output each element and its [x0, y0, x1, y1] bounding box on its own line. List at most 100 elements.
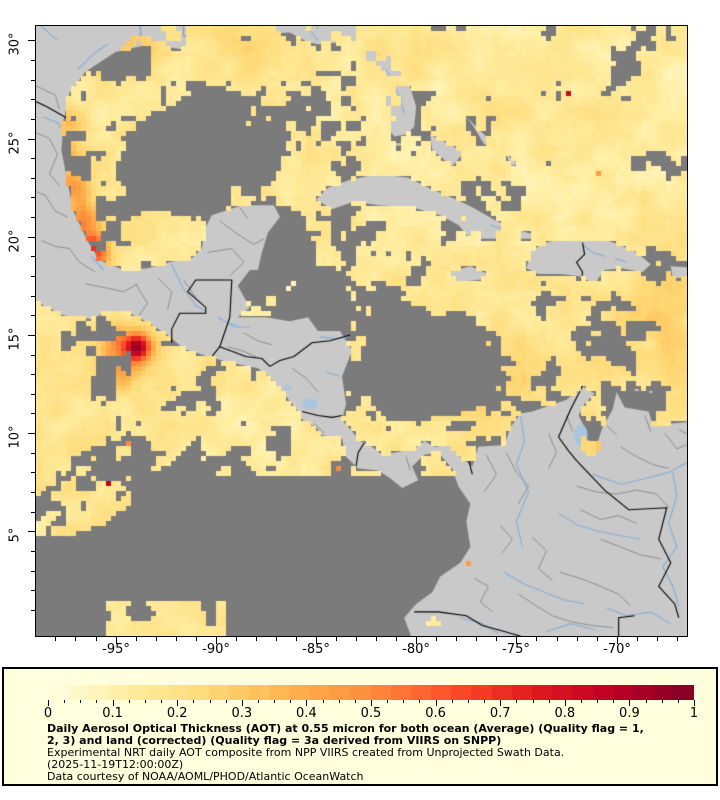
x-axis-minor-tick	[496, 637, 497, 641]
colorbar-minor-tick	[387, 700, 389, 703]
colorbar-minor-tick	[516, 700, 518, 703]
y-axis-minor-tick	[31, 551, 35, 552]
colorbar-minor-tick	[322, 700, 324, 703]
caption-title-line-1: Daily Aerosol Optical Thickness (AOT) at…	[47, 722, 644, 735]
y-axis-minor-tick	[31, 256, 35, 257]
y-axis-minor-tick	[31, 413, 35, 414]
y-axis-minor-tick	[31, 394, 35, 395]
y-axis-tick-label-text: 5°	[7, 527, 23, 543]
x-axis-minor-tick	[536, 637, 537, 641]
x-axis-tick-label: -95°	[102, 642, 130, 657]
x-axis-minor-tick	[296, 637, 297, 641]
y-axis-minor-tick	[31, 590, 35, 591]
x-axis-minor-tick	[196, 637, 197, 641]
x-axis-minor-tick	[657, 637, 658, 641]
x-axis-minor-tick	[55, 637, 56, 641]
y-axis-major-tick	[28, 237, 35, 238]
colorbar-minor-tick	[403, 700, 405, 703]
caption-timestamp: (2025-11-19T12:00:00Z)	[47, 758, 184, 771]
colorbar-tick-label: 0	[43, 706, 53, 721]
colorbar-minor-tick	[661, 700, 663, 703]
colorbar-tick-label: 0.1	[102, 706, 123, 721]
y-axis-tick-label-text: 25°	[7, 131, 23, 155]
colorbar-major-tick	[371, 700, 372, 706]
y-axis-minor-tick	[31, 197, 35, 198]
colorbar-major-tick	[306, 700, 308, 706]
y-axis-minor-tick	[31, 512, 35, 513]
colorbar-tick-label: 0.4	[296, 706, 317, 721]
x-axis-minor-tick	[577, 637, 578, 641]
x-axis-minor-tick	[176, 637, 177, 641]
x-axis-tick-label: -80°	[402, 642, 430, 657]
colorbar-minor-tick	[257, 700, 259, 703]
colorbar-minor-tick	[484, 700, 486, 703]
x-axis-minor-tick	[396, 637, 397, 641]
colorbar-tick-label: 1	[689, 706, 699, 721]
y-axis-minor-tick	[31, 315, 35, 316]
colorbar-major-tick	[629, 700, 631, 706]
colorbar-major-tick	[48, 700, 49, 706]
colorbar-major-tick	[500, 700, 502, 706]
x-axis-major-tick	[617, 637, 618, 644]
map-frame	[35, 25, 688, 637]
colorbar-minor-tick	[451, 700, 453, 703]
y-axis-minor-tick	[31, 276, 35, 277]
colorbar-tick-label: 0.2	[166, 706, 188, 721]
y-axis-minor-tick	[31, 158, 35, 159]
colorbar-major-tick	[564, 700, 566, 706]
colorbar-minor-tick	[209, 700, 211, 703]
x-axis-minor-tick	[436, 637, 437, 641]
y-axis-minor-tick	[31, 80, 35, 81]
y-axis-minor-tick	[31, 492, 35, 493]
colorbar-minor-tick	[467, 700, 469, 703]
caption-subtitle: Experimental NRT daily AOT composite fro…	[47, 746, 565, 759]
colorbar-minor-tick	[677, 700, 679, 703]
x-axis-tick-label: -90°	[202, 642, 230, 657]
colorbar-major-tick	[694, 700, 695, 706]
colorbar-major-tick	[177, 700, 179, 706]
colorbar-tick-label: 0.5	[360, 706, 382, 721]
caption-title-line-2: 2, 3) and land (corrected) (Quality flag…	[47, 734, 502, 747]
y-axis-minor-tick	[31, 178, 35, 179]
colorbar-minor-tick	[580, 700, 582, 703]
x-axis-minor-tick	[96, 637, 97, 641]
colorbar-minor-tick	[597, 700, 599, 703]
y-axis-minor-tick	[31, 60, 35, 61]
x-axis-major-tick	[516, 637, 517, 644]
x-axis-minor-tick	[476, 637, 477, 641]
colorbar-minor-tick	[354, 700, 356, 703]
y-axis-tick-label-text: 20°	[7, 229, 23, 253]
x-axis-minor-tick	[136, 637, 137, 641]
y-axis-minor-tick	[31, 296, 35, 297]
y-axis-minor-tick	[31, 472, 35, 473]
colorbar-minor-tick	[419, 700, 421, 703]
x-axis-major-tick	[416, 637, 417, 644]
x-axis-minor-tick	[276, 637, 277, 641]
colorbar-minor-tick	[193, 700, 195, 703]
y-axis-minor-tick	[31, 355, 35, 356]
x-axis-major-tick	[316, 637, 317, 644]
y-axis-minor-tick	[31, 571, 35, 572]
x-axis-minor-tick	[597, 637, 598, 641]
colorbar-minor-tick	[128, 700, 130, 703]
colorbar-tick-label: 0.7	[489, 706, 511, 721]
y-axis-major-tick	[28, 531, 35, 532]
y-axis-minor-tick	[31, 374, 35, 375]
caption-credit: Data courtesy of NOAA/AOML/PHOD/Atlantic…	[47, 770, 364, 783]
x-axis-minor-tick	[637, 637, 638, 641]
x-axis-minor-tick	[156, 637, 157, 641]
colorbar-minor-tick	[274, 700, 276, 703]
y-axis-minor-tick	[31, 453, 35, 454]
x-axis-minor-tick	[256, 637, 257, 641]
colorbar-minor-tick	[96, 700, 98, 703]
y-axis-minor-tick	[31, 217, 35, 218]
x-axis-minor-tick	[336, 637, 337, 641]
x-axis-minor-tick	[376, 637, 377, 641]
colorbar-minor-tick	[80, 700, 82, 703]
x-axis-minor-tick	[356, 637, 357, 641]
colorbar-major-tick	[435, 700, 437, 706]
x-axis-minor-tick	[456, 637, 457, 641]
y-axis-minor-tick	[31, 119, 35, 120]
colorbar-minor-tick	[144, 700, 146, 703]
